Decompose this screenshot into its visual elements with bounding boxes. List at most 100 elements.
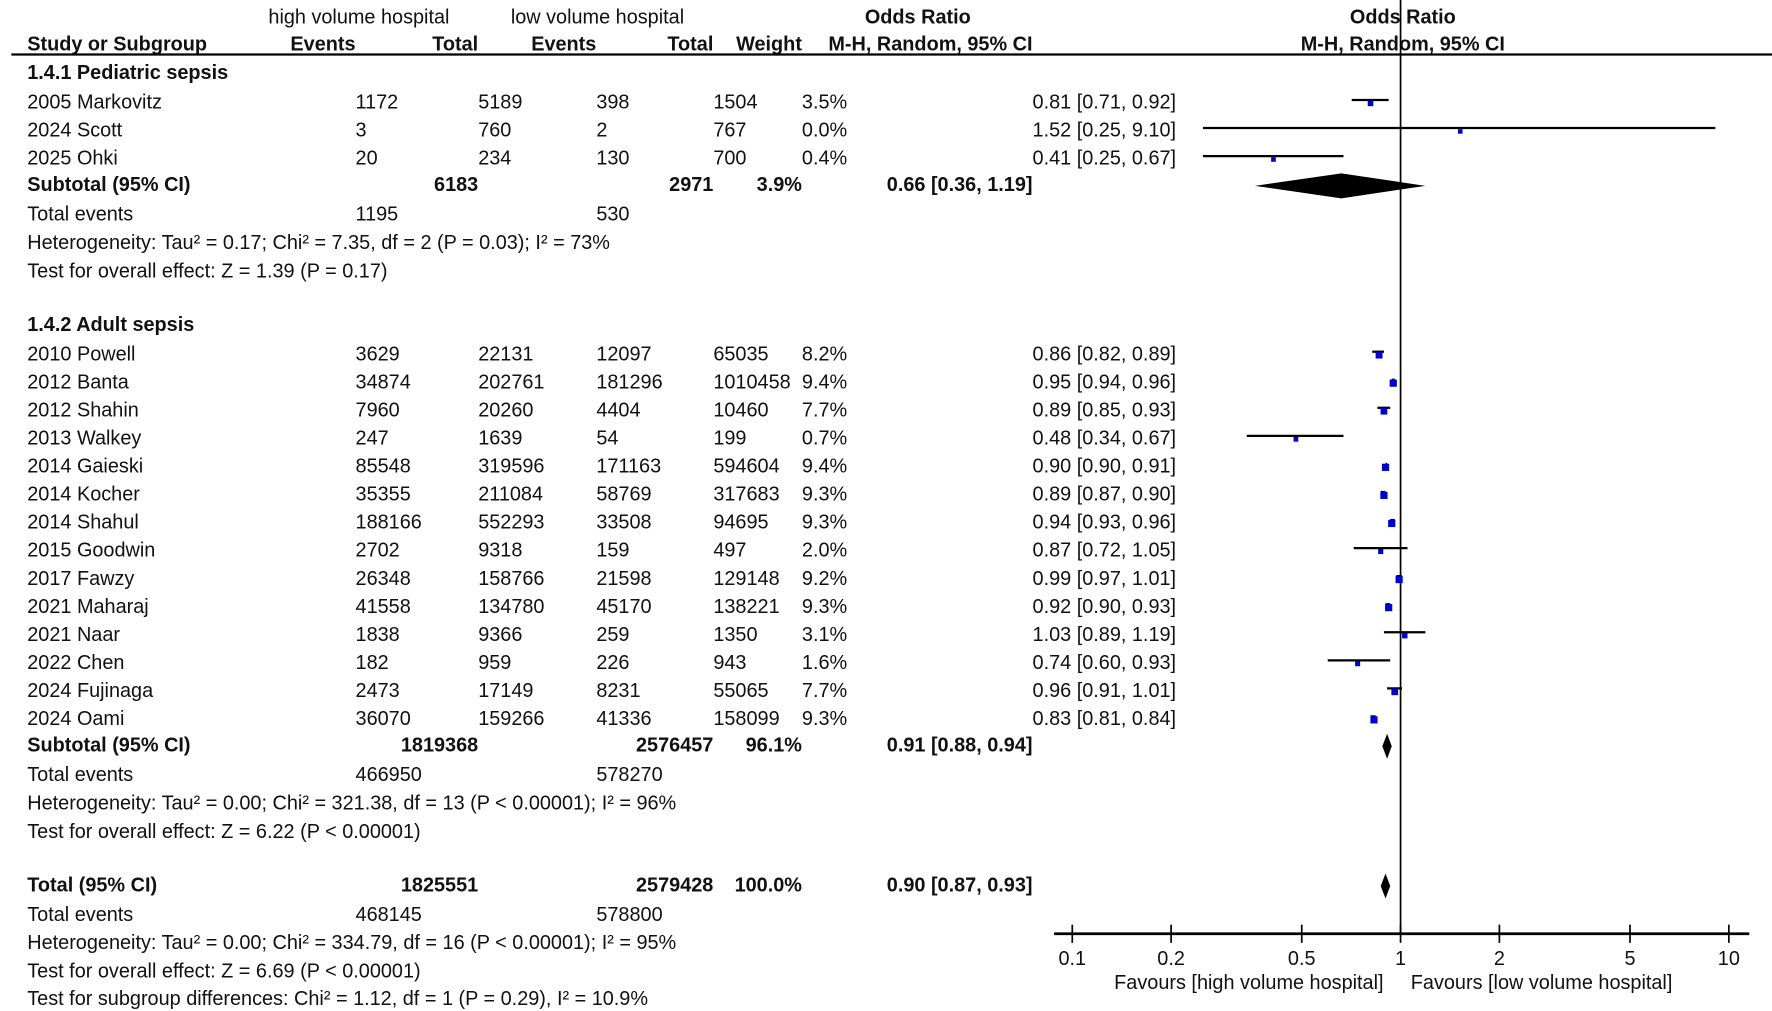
- total-low: 1010458: [713, 371, 790, 393]
- favours-left-label: Favours [high volume hospital]: [1114, 972, 1383, 994]
- point-estimate-square: [1388, 519, 1396, 528]
- summary-diamond: [1382, 733, 1392, 759]
- events-low: 159: [596, 540, 629, 562]
- events-low: 58769: [596, 484, 651, 506]
- total-low: 767: [713, 120, 746, 142]
- study-name: 2024 Oami: [27, 708, 124, 730]
- point-estimate-square: [1271, 157, 1276, 162]
- total-events-label: Total events: [27, 764, 133, 786]
- point-estimate-square: [1457, 129, 1463, 134]
- point-estimate-square: [1381, 463, 1390, 471]
- odds-ratio-ci: 0.89 [0.87, 0.90]: [1033, 484, 1177, 506]
- odds-ratio-ci: 0.99 [0.97, 1.01]: [1033, 568, 1177, 590]
- study-name: 2014 Gaieski: [27, 456, 143, 478]
- odds-ratio-ci: 0.90 [0.90, 0.91]: [1033, 456, 1177, 478]
- total-low: 1504: [713, 92, 757, 114]
- summary-total-low: 2576457: [636, 734, 713, 756]
- x-tick-label: 2: [1494, 948, 1505, 970]
- x-tick-label: 1: [1395, 948, 1406, 970]
- total-high: 552293: [478, 512, 544, 534]
- study-name: 2024 Scott: [27, 120, 122, 142]
- events-high: 41558: [356, 596, 411, 618]
- summary-diamond: [1380, 873, 1391, 899]
- weight: 9.3%: [802, 596, 847, 618]
- total-high: 234: [478, 148, 511, 170]
- events-high: 1838: [356, 624, 400, 646]
- total-low: 158099: [713, 708, 779, 730]
- summary-ci: 0.66 [0.36, 1.19]: [887, 174, 1033, 196]
- events-high: 26348: [356, 568, 411, 590]
- heterogeneity-text: Heterogeneity: Tau² = 0.17; Chi² = 7.35,…: [27, 232, 610, 254]
- summary-diamond: [1254, 173, 1426, 199]
- group-low-header: low volume hospital: [511, 6, 684, 28]
- study-name: 2013 Walkey: [27, 428, 141, 450]
- summary-ci: 0.90 [0.87, 0.93]: [887, 874, 1033, 896]
- favours-right-label: Favours [low volume hospital]: [1411, 972, 1673, 994]
- point-estimate-square: [1380, 407, 1388, 415]
- events-high: 7960: [356, 399, 400, 421]
- point-estimate-square: [1367, 100, 1374, 107]
- events-low: 4404: [596, 399, 640, 421]
- total-events-low: 530: [596, 204, 629, 226]
- total-high: 211084: [478, 484, 543, 506]
- x-tick-label: 5: [1624, 948, 1635, 970]
- summary-weight: 96.1%: [746, 734, 803, 756]
- odds-ratio-ci: 0.96 [0.91, 1.01]: [1033, 680, 1177, 702]
- total-low: 943: [713, 652, 746, 674]
- total-events-high: 468145: [356, 904, 422, 926]
- odds-ratio-header: Odds Ratio: [865, 6, 971, 28]
- events-high: 2702: [356, 540, 400, 562]
- total-high: 9318: [478, 540, 522, 562]
- events-high: 3: [356, 120, 367, 142]
- weight-header: Weight: [736, 34, 802, 56]
- summary-weight: 3.9%: [757, 174, 803, 196]
- study-name: 2021 Naar: [27, 624, 120, 646]
- study-name: 2005 Markovitz: [27, 92, 162, 114]
- point-estimate-square: [1375, 351, 1383, 359]
- study-name: 2012 Shahin: [27, 399, 139, 421]
- point-estimate-square: [1395, 575, 1403, 584]
- events-low: 8231: [596, 680, 640, 702]
- summary-label: Subtotal (95% CI): [27, 734, 190, 756]
- events-low: 2: [596, 120, 607, 142]
- weight: 9.3%: [802, 484, 847, 506]
- summary-weight: 100.0%: [735, 874, 803, 896]
- heterogeneity-text: Heterogeneity: Tau² = 0.00; Chi² = 334.7…: [27, 932, 676, 954]
- study-name: 2017 Fawzy: [27, 568, 134, 590]
- study-name: 2024 Fujinaga: [27, 680, 154, 702]
- group-high-header: high volume hospital: [268, 6, 449, 28]
- summary-label: Subtotal (95% CI): [27, 174, 190, 196]
- odds-ratio-ci: 0.94 [0.93, 0.96]: [1033, 512, 1177, 534]
- x-tick-label: 0.2: [1157, 948, 1185, 970]
- events-low: 171163: [596, 456, 661, 478]
- odds-ratio-ci: 0.83 [0.81, 0.84]: [1033, 708, 1177, 730]
- odds-ratio-ci: 0.86 [0.82, 0.89]: [1033, 343, 1177, 365]
- total-low: 700: [713, 148, 746, 170]
- odds-ratio-ci: 0.74 [0.60, 0.93]: [1033, 652, 1177, 674]
- weight: 1.6%: [802, 652, 847, 674]
- events-high: 35355: [356, 484, 411, 506]
- total-low: 317683: [713, 484, 779, 506]
- weight: 7.7%: [802, 399, 847, 421]
- total-low: 594604: [713, 456, 779, 478]
- total-high: 1639: [478, 428, 522, 450]
- summary-ci: 0.91 [0.88, 0.94]: [887, 734, 1033, 756]
- events-low: 21598: [596, 568, 651, 590]
- x-tick-label: 10: [1718, 948, 1740, 970]
- total-low: 138221: [713, 596, 779, 618]
- total-events-label: Total events: [27, 204, 133, 226]
- odds-ratio-ci: 0.87 [0.72, 1.05]: [1033, 540, 1177, 562]
- total-events-low: 578800: [596, 904, 662, 926]
- weight: 9.3%: [802, 512, 847, 534]
- point-estimate-square: [1370, 716, 1378, 724]
- x-tick-label: 0.1: [1058, 948, 1086, 970]
- total-low: 497: [713, 540, 746, 562]
- events-low: 33508: [596, 512, 651, 534]
- events-low: 398: [596, 92, 629, 114]
- point-estimate-square: [1385, 604, 1393, 612]
- heterogeneity-text: Heterogeneity: Tau² = 0.00; Chi² = 321.3…: [27, 792, 676, 814]
- total-low: 129148: [713, 568, 779, 590]
- study-name: 2010 Powell: [27, 343, 135, 365]
- plot-method-header: M-H, Random, 95% CI: [1301, 34, 1505, 56]
